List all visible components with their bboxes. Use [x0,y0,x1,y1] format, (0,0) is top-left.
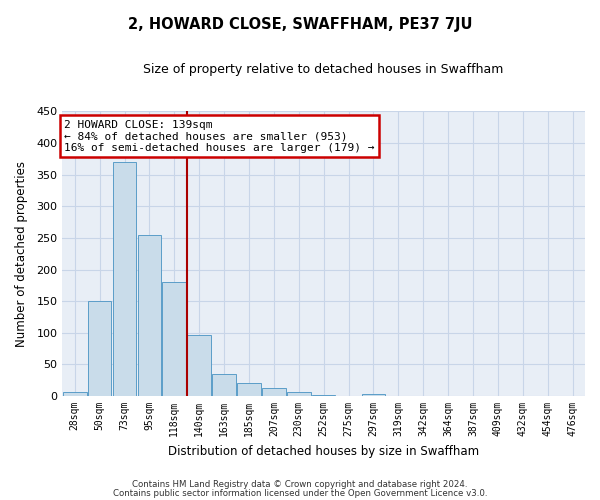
Bar [113,162,136,396]
Bar [262,388,286,396]
Text: Contains HM Land Registry data © Crown copyright and database right 2024.: Contains HM Land Registry data © Crown c… [132,480,468,489]
Bar [137,234,161,396]
Text: 2 HOWARD CLOSE: 139sqm
← 84% of detached houses are smaller (953)
16% of semi-de: 2 HOWARD CLOSE: 139sqm ← 84% of detached… [64,120,375,153]
X-axis label: Distribution of detached houses by size in Swaffham: Distribution of detached houses by size … [168,444,479,458]
Text: 2, HOWARD CLOSE, SWAFFHAM, PE37 7JU: 2, HOWARD CLOSE, SWAFFHAM, PE37 7JU [128,18,472,32]
Bar [287,392,311,396]
Bar [212,374,236,396]
Bar [163,282,186,396]
Text: Contains public sector information licensed under the Open Government Licence v3: Contains public sector information licen… [113,488,487,498]
Title: Size of property relative to detached houses in Swaffham: Size of property relative to detached ho… [143,62,504,76]
Bar [187,334,211,396]
Bar [237,383,261,396]
Bar [312,395,335,396]
Bar [362,394,385,396]
Bar [88,301,112,396]
Y-axis label: Number of detached properties: Number of detached properties [15,160,28,346]
Bar [63,392,86,396]
